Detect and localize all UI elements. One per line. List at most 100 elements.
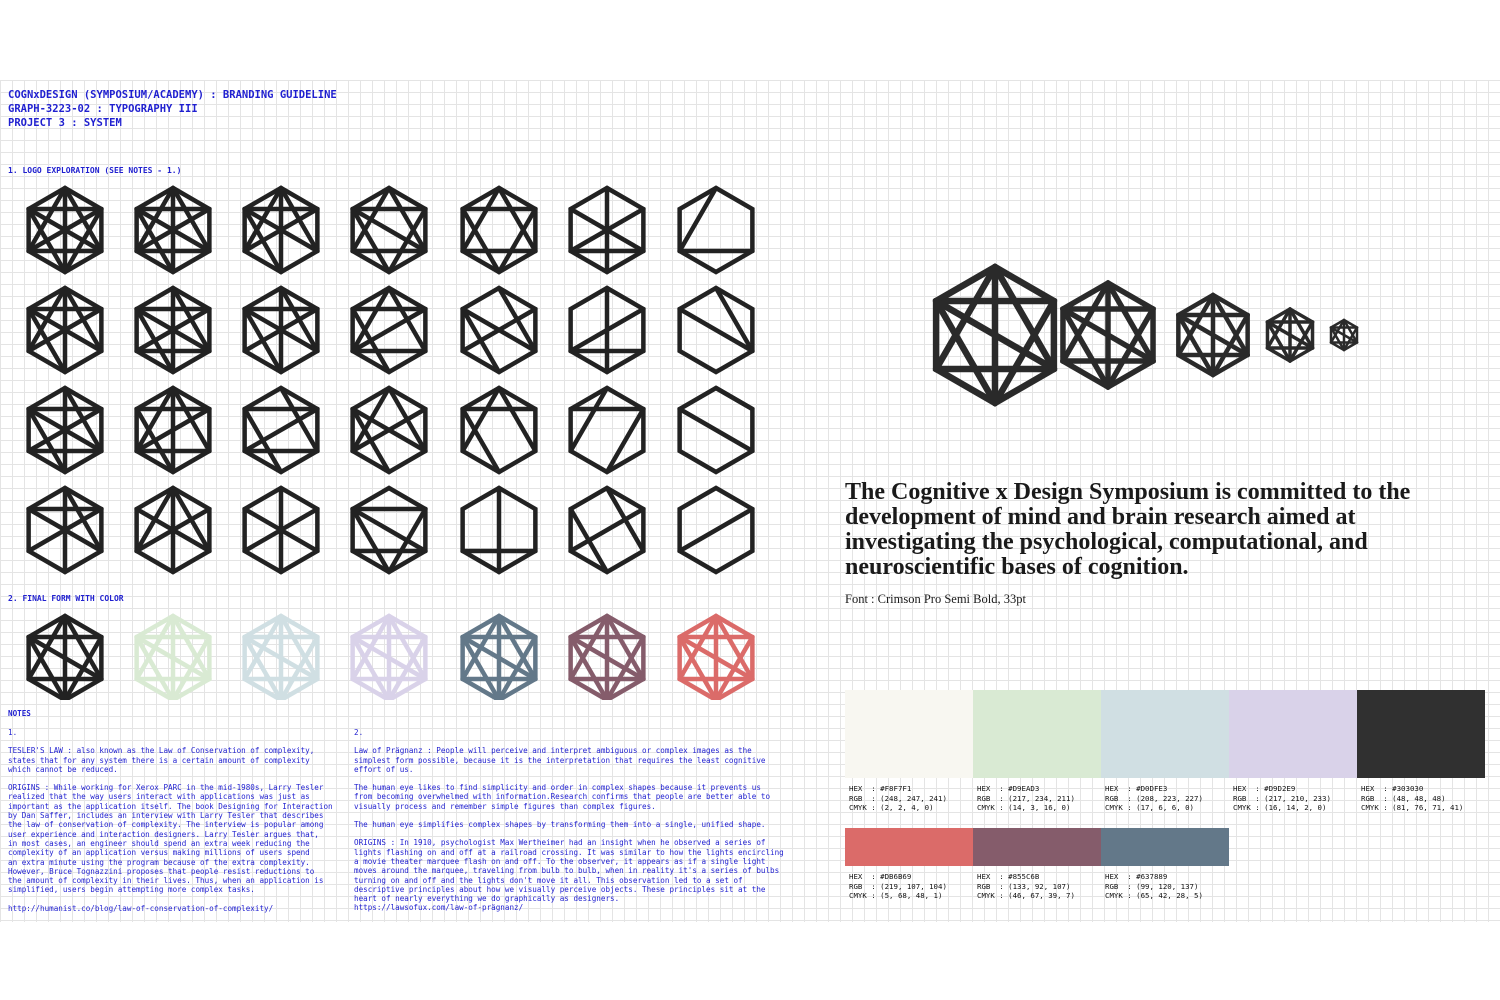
logo-chord (350, 406, 392, 475)
logo-chord (568, 506, 646, 554)
logo-chord (677, 634, 755, 682)
notes-column-1: 1. TESLER'S LAW : also known as the Law … (8, 728, 448, 922)
logo-chord (932, 297, 999, 407)
logo-variant-1-4 (350, 185, 428, 275)
logo-chord (1265, 320, 1292, 363)
logo-chord (568, 634, 646, 682)
section-title-final-form: 2. FINAL FORM WITH COLOR (8, 594, 124, 603)
logo-variant-4-3 (242, 485, 320, 575)
logo-chord (26, 406, 104, 454)
swatch-cmyk: CMYK : (46, 67, 39, 7) (977, 891, 1075, 900)
logo-chord (460, 185, 502, 254)
logo-chord (1210, 292, 1250, 358)
logo-chord (1176, 312, 1216, 378)
final-logo-color-4 (350, 613, 428, 700)
swatch-rgb: RGB : (248, 247, 241) (849, 793, 947, 803)
note-tesler-law: TESLER'S LAW : also known as the Law of … (8, 746, 315, 774)
document-header: COGNxDESIGN (SYMPOSIUM/ACADEMY) : BRANDI… (8, 88, 337, 130)
logo-chord (62, 613, 104, 682)
swatch-rgb: RGB : (217, 234, 211) (977, 793, 1075, 803)
logo-chord (242, 634, 320, 682)
logo-variant-3-1 (26, 385, 104, 475)
swatch-3: HEX : #D0DFE3 RGB : (208, 223, 227) CMYK :… (1101, 690, 1229, 813)
swatch-2: HEX : #D9EAD3 RGB : (217, 234, 211) CMYK :… (973, 690, 1101, 813)
logo-variant-1-7 (677, 185, 755, 275)
logo-chord (713, 613, 755, 682)
logo-chord (134, 634, 176, 700)
logo-chord (713, 285, 755, 354)
logo-chord (134, 306, 212, 354)
swatch-6: HEX : #DB6B69 RGB : (219, 107, 104) CMYK :… (845, 828, 973, 901)
logo-variant-3-2 (134, 385, 212, 475)
swatch-rgb: RGB : (48, 48, 48) (1361, 793, 1446, 803)
note-pragnanz-simplicity: The human eye likes to find simplicity a… (354, 783, 771, 811)
logo-chord (568, 206, 646, 254)
logo-chord (350, 506, 428, 554)
logo-chord (134, 506, 212, 554)
note-tesler-link[interactable]: http://humanist.co/blog/law-of-conservat… (8, 903, 274, 913)
swatch-4: HEX : #D9D2E9 RGB : (217, 210, 233) CMYK :… (1229, 690, 1357, 813)
note-pragnanz-law: Law of Prägnanz : People will perceive a… (354, 746, 766, 774)
logo-chord (1288, 307, 1315, 350)
logo-chord (350, 285, 392, 354)
note-pragnanz-link[interactable]: https://lawsofux.com/law-of-prägnanz/ (354, 903, 524, 913)
logo-variant-3-7 (677, 385, 755, 475)
swatch-color (1229, 690, 1357, 778)
logo-variant-4-4 (350, 485, 428, 575)
swatch-rgb: RGB : (133, 92, 107) (977, 881, 1071, 891)
logo-chord (677, 185, 719, 254)
logo-exploration-grid (26, 185, 755, 700)
swatch-hex: HEX : #F8F7F1 (849, 784, 912, 793)
logo-chord (460, 306, 538, 354)
logo-variant-1-3 (242, 185, 320, 275)
header-title: COGNxDESIGN (SYMPOSIUM/ACADEMY) : BRANDI… (8, 89, 337, 101)
swatch-color (973, 690, 1101, 778)
logo-chord (460, 306, 502, 375)
swatch-hex: HEX : #637889 (1105, 872, 1168, 881)
logo-chord (1265, 320, 1315, 350)
swatch-cmyk: CMYK : (81, 76, 71, 41) (1361, 803, 1464, 812)
logo-chord (350, 306, 392, 375)
final-logo-color-7 (677, 613, 755, 700)
logo-chord (26, 306, 68, 375)
notes-title: NOTES (8, 709, 31, 718)
font-specification: Font : Crimson Pro Semi Bold, 33pt (845, 592, 1026, 606)
logo-chord (278, 613, 320, 682)
logo-chord (134, 385, 176, 454)
logo-variant-3-6 (568, 385, 646, 475)
logo-chord (496, 385, 538, 454)
logo-chord (460, 206, 502, 275)
notes-column-2: 2. Law of Prägnanz : People will perceiv… (354, 728, 794, 922)
logo-variant-2-4 (350, 285, 428, 375)
logo-chord (460, 634, 538, 682)
logo-chord (713, 385, 755, 412)
logo-variant-2-1 (26, 285, 104, 375)
logo-chord (242, 306, 284, 375)
logo-chord (460, 634, 502, 700)
logo-variant-4-2 (134, 485, 212, 575)
logo-chord (1329, 326, 1346, 352)
logo-scale-4 (1265, 306, 1315, 364)
hexagon-outline (677, 185, 755, 275)
final-logo-color-6 (568, 613, 646, 700)
logo-chord (26, 406, 68, 475)
swatch-cmyk: CMYK : (17, 6, 6, 0) (1105, 803, 1194, 812)
swatch-cmyk: CMYK : (2, 2, 4, 0) (849, 803, 934, 812)
logo-chord (26, 634, 104, 682)
logo-variant-2-5 (460, 285, 538, 375)
section-title-logo-exploration: 1. LOGO EXPLORATION (SEE NOTES - 1.) (8, 166, 182, 175)
logo-chord (242, 206, 284, 275)
swatch-cmyk: CMYK : (16, 14, 2, 0) (1233, 803, 1327, 812)
logo-chord (1329, 326, 1359, 344)
logo-chord (242, 506, 320, 554)
logo-variant-4-5 (460, 485, 538, 575)
logo-chord (134, 306, 176, 375)
logo-chord (134, 206, 212, 254)
logo-chord (134, 206, 176, 275)
logo-chord (134, 634, 212, 682)
final-logo-color-3 (242, 613, 320, 700)
note-number-1: 1. (8, 728, 18, 737)
swatch-hex: HEX : #D0DFE3 (1105, 784, 1168, 793)
swatch-color (1357, 690, 1485, 778)
swatch-1: HEX : #F8F7F1 RGB : (248, 247, 241) CMYK :… (845, 690, 973, 813)
